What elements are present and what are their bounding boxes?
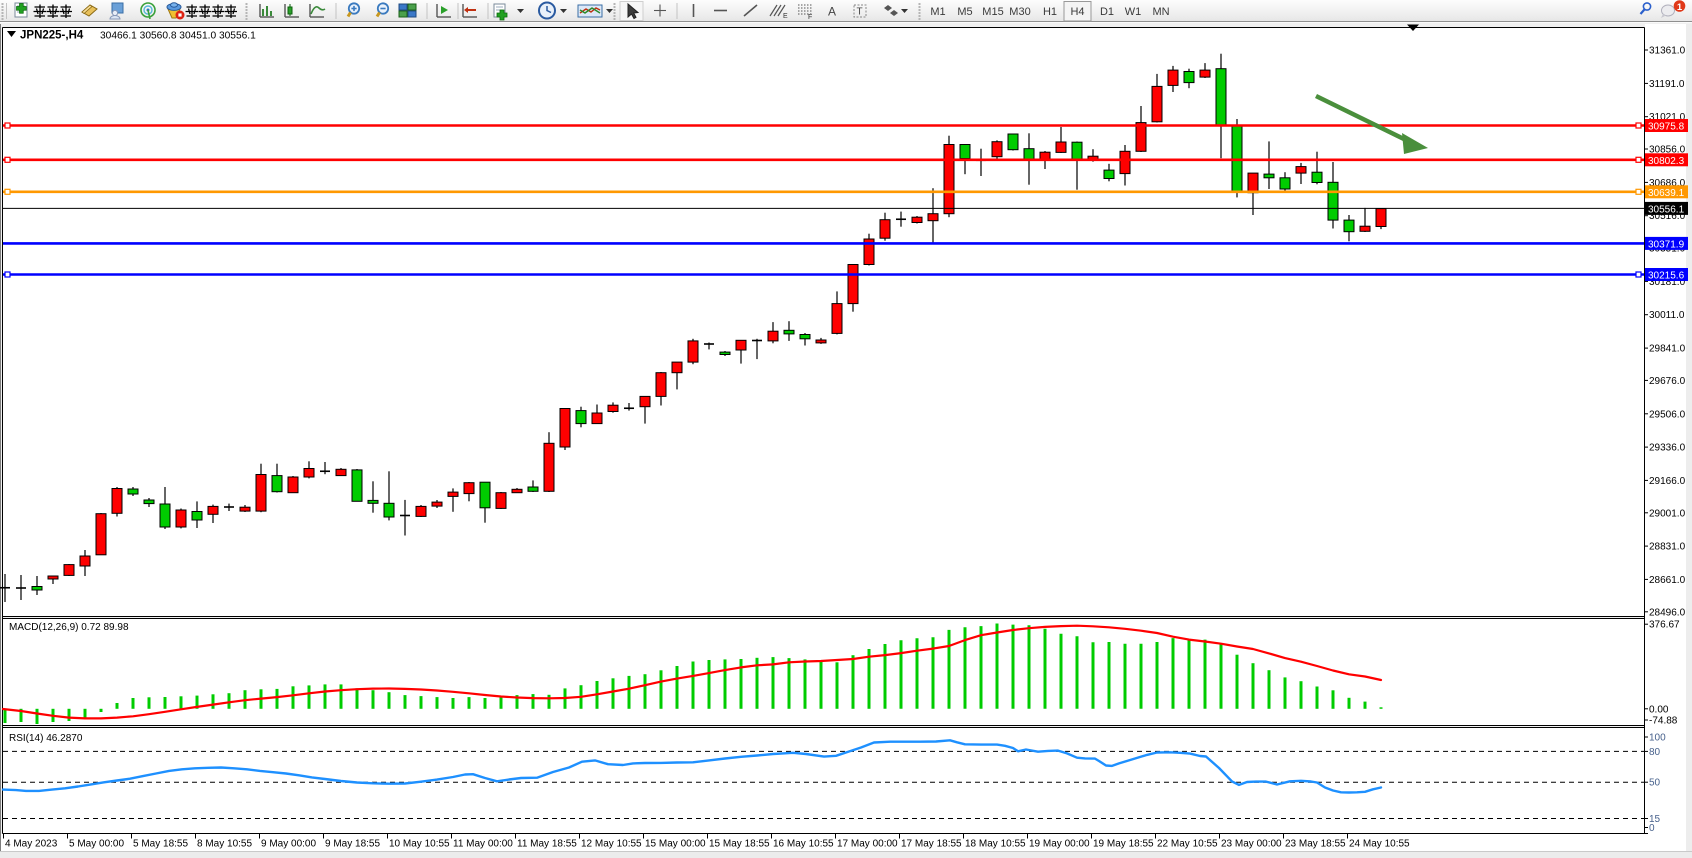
svg-text:8 May 10:55: 8 May 10:55 — [197, 839, 252, 850]
svg-text:30802.3: 30802.3 — [1648, 156, 1685, 167]
svg-text:E: E — [783, 13, 788, 20]
svg-text:30556.1: 30556.1 — [1648, 204, 1685, 215]
svg-text:0.00: 0.00 — [1649, 704, 1669, 715]
svg-text:29841.0: 29841.0 — [1649, 344, 1686, 355]
svg-text:1: 1 — [1677, 2, 1683, 13]
svg-text:31191.0: 31191.0 — [1649, 79, 1685, 90]
svg-text:MN: MN — [1152, 6, 1169, 18]
svg-text:H4: H4 — [1070, 6, 1084, 18]
svg-text:19 May 18:55: 19 May 18:55 — [1093, 839, 1154, 850]
svg-text:5 May 18:55: 5 May 18:55 — [133, 839, 188, 850]
svg-text:15: 15 — [1649, 814, 1661, 825]
svg-text:30466.1 30560.8 30451.0 30556.: 30466.1 30560.8 30451.0 30556.1 — [100, 31, 256, 42]
svg-text:M30: M30 — [1009, 6, 1030, 18]
svg-text:28831.0: 28831.0 — [1649, 542, 1686, 553]
svg-text:100: 100 — [1649, 733, 1666, 744]
svg-text:29166.0: 29166.0 — [1649, 476, 1686, 487]
svg-text:5 May 00:00: 5 May 00:00 — [69, 839, 124, 850]
svg-text:16 May 10:55: 16 May 10:55 — [773, 839, 834, 850]
svg-text:30215.6: 30215.6 — [1648, 271, 1685, 282]
svg-text:50: 50 — [1649, 778, 1661, 789]
svg-text:30371.9: 30371.9 — [1648, 239, 1685, 250]
svg-text:RSI(14) 46.2870: RSI(14) 46.2870 — [9, 733, 83, 744]
svg-text:17 May 00:00: 17 May 00:00 — [837, 839, 898, 850]
svg-text:30516.0: 30516.0 — [1649, 211, 1686, 222]
svg-text:28661.0: 28661.0 — [1649, 575, 1686, 586]
svg-text:23 May 18:55: 23 May 18:55 — [1285, 839, 1346, 850]
svg-text:30639.1: 30639.1 — [1648, 188, 1685, 199]
svg-text:12 May 10:55: 12 May 10:55 — [581, 839, 642, 850]
svg-text:29001.0: 29001.0 — [1649, 508, 1686, 519]
svg-text:-74.88: -74.88 — [1649, 716, 1678, 727]
svg-text:376.67: 376.67 — [1649, 620, 1680, 631]
svg-text:A: A — [828, 5, 836, 19]
svg-text:D1: D1 — [1100, 6, 1114, 18]
svg-text:80: 80 — [1649, 747, 1661, 758]
svg-text:H1: H1 — [1043, 6, 1057, 18]
svg-text:18 May 10:55: 18 May 10:55 — [965, 839, 1026, 850]
svg-text:MACD(12,26,9) 0.72 89.98: MACD(12,26,9) 0.72 89.98 — [9, 622, 129, 633]
svg-text:W1: W1 — [1125, 6, 1142, 18]
svg-text:9 May 18:55: 9 May 18:55 — [325, 839, 380, 850]
svg-text:23 May 00:00: 23 May 00:00 — [1221, 839, 1282, 850]
svg-text:17 May 18:55: 17 May 18:55 — [901, 839, 962, 850]
svg-text:30686.0: 30686.0 — [1649, 178, 1686, 189]
svg-text:30856.0: 30856.0 — [1649, 145, 1686, 156]
svg-text:19 May 00:00: 19 May 00:00 — [1029, 839, 1090, 850]
svg-text:0: 0 — [1649, 823, 1655, 834]
svg-text:11 May 00:00: 11 May 00:00 — [453, 839, 513, 850]
svg-text:30975.8: 30975.8 — [1648, 122, 1685, 133]
svg-text:M15: M15 — [982, 6, 1003, 18]
svg-text:29506.0: 29506.0 — [1649, 409, 1686, 420]
svg-text:4 May 2023: 4 May 2023 — [5, 839, 58, 850]
svg-text:31361.0: 31361.0 — [1649, 46, 1686, 57]
svg-text:JPN225-,H4: JPN225-,H4 — [20, 30, 84, 42]
svg-text:29336.0: 29336.0 — [1649, 443, 1686, 454]
svg-text:30011.0: 30011.0 — [1649, 310, 1685, 321]
svg-text:9 May 00:00: 9 May 00:00 — [261, 839, 316, 850]
svg-text:15 May 18:55: 15 May 18:55 — [709, 839, 770, 850]
svg-text:31021.0: 31021.0 — [1649, 112, 1686, 123]
svg-text:11 May 18:55: 11 May 18:55 — [517, 839, 577, 850]
svg-text:M5: M5 — [957, 6, 972, 18]
svg-text:22 May 10:55: 22 May 10:55 — [1157, 839, 1218, 850]
svg-text:T: T — [857, 7, 863, 18]
svg-text:24 May 10:55: 24 May 10:55 — [1349, 839, 1410, 850]
svg-text:M1: M1 — [930, 6, 945, 18]
svg-text:15 May 00:00: 15 May 00:00 — [645, 839, 706, 850]
svg-text:10 May 10:55: 10 May 10:55 — [389, 839, 450, 850]
svg-text:F: F — [808, 14, 812, 21]
svg-text:29676.0: 29676.0 — [1649, 376, 1686, 387]
svg-text:28496.0: 28496.0 — [1649, 607, 1686, 618]
svg-text:30181.0: 30181.0 — [1649, 277, 1686, 288]
